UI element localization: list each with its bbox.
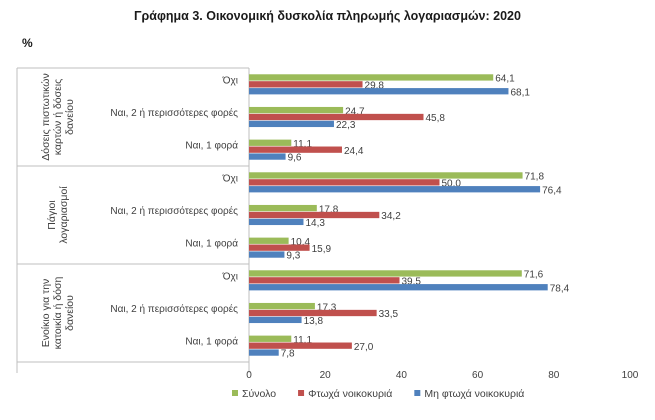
data-label: 10,4 (291, 237, 311, 248)
group-label: κατοικία ή δόση (52, 276, 64, 349)
bar (249, 113, 424, 121)
bar (249, 270, 522, 277)
category-label: Ναι, 1 φορά (185, 238, 238, 250)
x-tick-label: 60 (472, 370, 484, 381)
bar (249, 244, 310, 251)
data-label: 24,7 (345, 106, 365, 117)
bar (249, 120, 334, 128)
x-tick-label: 80 (548, 370, 560, 381)
data-label: 13,8 (304, 316, 324, 327)
data-label: 29,8 (365, 80, 385, 91)
x-tick-label: 100 (622, 370, 639, 381)
data-label: 17,3 (317, 302, 337, 313)
category-label: Ναι, 1 φορά (185, 140, 238, 152)
chart-title: Γράφημα 3. Οικονομική δυσκολία πληρωμής … (134, 9, 521, 23)
group-label: λογαριασμοί (58, 186, 70, 244)
group-label: δανείου (64, 295, 76, 331)
data-label: 27,0 (354, 342, 374, 353)
bar (249, 349, 279, 356)
data-label: 34,2 (381, 211, 401, 222)
data-label: 71,6 (524, 270, 544, 281)
data-label: 39,5 (401, 276, 421, 287)
bar (249, 179, 440, 186)
data-label: 24,4 (344, 146, 364, 157)
bar (249, 146, 342, 153)
category-label: Όχι (222, 173, 238, 184)
bar (249, 237, 289, 244)
data-label: 14,3 (305, 218, 325, 229)
group-label: Ενοίκιο για την (40, 279, 52, 348)
bar (249, 106, 344, 114)
legend-label: Φτωχά νοικοκυριά (308, 388, 392, 400)
group-label: Δόσεις πιστωτικών (40, 73, 52, 160)
data-label: 64,1 (495, 74, 515, 85)
bar (249, 309, 377, 317)
legend-swatch (232, 390, 238, 396)
legend-swatch (414, 390, 421, 396)
group-label: δανείου (64, 99, 76, 135)
data-label: 15,9 (312, 244, 332, 255)
data-label: 71,8 (525, 172, 545, 183)
bar (249, 277, 400, 284)
x-tick-label: 20 (320, 370, 332, 381)
legend-swatch (298, 390, 305, 396)
data-label: 68,1 (510, 87, 530, 98)
bar (249, 218, 304, 226)
bar (249, 284, 548, 291)
data-label: 17,8 (319, 204, 339, 215)
data-label: 9,6 (288, 153, 302, 164)
legend-label: Σύνολο (242, 388, 276, 400)
x-tick-label: 0 (246, 370, 252, 381)
data-label: 11,1 (293, 139, 312, 150)
bar (249, 172, 523, 179)
bar (249, 88, 509, 95)
data-label: 9,3 (286, 251, 300, 262)
legend-label: Μη φτωχά νοικοκυριά (424, 388, 524, 400)
bar (249, 251, 285, 258)
bar (249, 211, 380, 219)
data-label: 78,4 (550, 283, 570, 294)
bar (249, 342, 352, 349)
x-tick-label: 40 (396, 370, 408, 381)
bar (249, 153, 286, 160)
bar (249, 316, 302, 324)
bar (249, 302, 315, 310)
bar (249, 335, 292, 342)
group-label: καρτών ή δόσεις (52, 79, 64, 155)
bar (249, 186, 541, 193)
bar (249, 74, 494, 81)
category-label: Όχι (222, 271, 238, 282)
group-label: Πάγιοι (46, 200, 58, 230)
category-label: Ναι, 2 ή περισσότερες φορές (110, 303, 238, 315)
data-label: 7,8 (281, 349, 295, 360)
data-label: 22,3 (336, 120, 356, 131)
data-label: 45,8 (425, 113, 445, 124)
category-label: Ναι, 2 ή περισσότερες φορές (110, 107, 238, 119)
category-label: Ναι, 2 ή περισσότερες φορές (110, 205, 238, 217)
category-label: Όχι (222, 75, 238, 86)
data-label: 76,4 (542, 185, 562, 196)
data-label: 33,5 (379, 309, 399, 320)
bar (249, 204, 317, 212)
bar (249, 139, 292, 146)
data-label: 11,1 (293, 335, 312, 346)
bar (249, 81, 363, 88)
data-label: 50,0 (442, 178, 462, 189)
category-label: Ναι, 1 φορά (185, 336, 238, 348)
unit-label: % (22, 36, 33, 50)
